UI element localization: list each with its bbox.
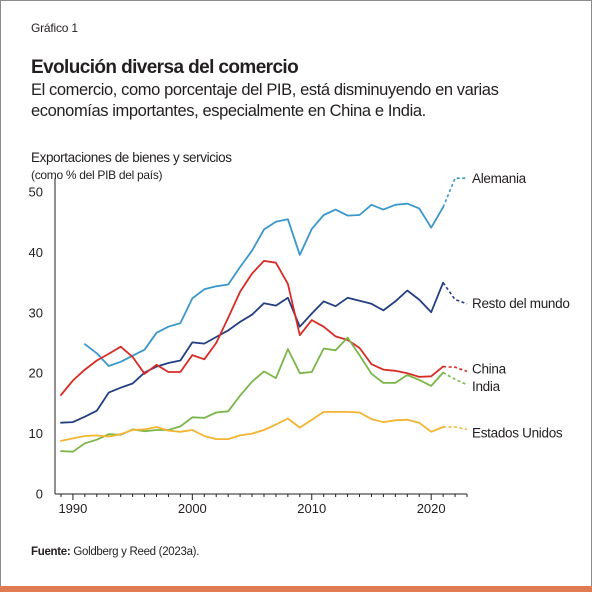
y-tick-label: 0 <box>36 487 43 502</box>
source-text: Goldberg y Reed (2023a). <box>70 546 200 558</box>
series-projection-resto-del-mundo <box>442 282 468 305</box>
chart-series <box>60 177 468 453</box>
y-tick-label: 50 <box>29 185 43 200</box>
series-projection-alemania <box>442 177 467 208</box>
series-label-alemania: Alemania <box>472 171 527 186</box>
x-tick-label: 2020 <box>417 501 446 516</box>
x-tick-label: 1990 <box>58 501 87 516</box>
chart-title: Evolución diversa del comercio <box>31 57 299 78</box>
source-note: Fuente: Goldberg y Reed (2023a). <box>31 546 199 558</box>
series-label-estados-unidos: Estados Unidos <box>472 425 563 440</box>
series-line-china <box>60 259 445 396</box>
chart-number: Gráfico 1 <box>31 21 78 35</box>
chart-subtitle: El comercio, como porcentaje del PIB, es… <box>31 81 499 120</box>
y-tick-label: 10 <box>29 426 43 441</box>
y-tick-label: 20 <box>29 366 43 381</box>
series-label-china: China <box>472 361 507 376</box>
source-label: Fuente: <box>31 546 71 558</box>
series-line-alemania <box>84 202 445 367</box>
series-projection-china <box>443 365 468 373</box>
series-projection-india <box>442 371 468 386</box>
chart-axes: 0 10 20 30 40 50 1990 2000 2010 2020 <box>29 178 468 516</box>
series-line-estados-unidos <box>60 410 445 442</box>
series-line-resto-del-mundo <box>60 281 445 424</box>
y-tick-label: 40 <box>29 245 43 260</box>
y-axis-unit: (como % del PIB del país) <box>31 168 163 182</box>
x-tick-label: 2000 <box>178 501 207 516</box>
accent-bar <box>0 586 592 592</box>
series-label-india: India <box>472 379 501 394</box>
series-projection-estados-unidos <box>443 426 468 431</box>
x-tick-label: 2010 <box>297 501 326 516</box>
series-labels: Alemania Resto del mundo China India Estados… <box>472 171 570 440</box>
y-tick-label: 30 <box>29 305 43 320</box>
series-label-resto-del-mundo: Resto del mundo <box>472 296 570 311</box>
y-axis-title: Exportaciones de bienes y servicios <box>31 150 232 165</box>
